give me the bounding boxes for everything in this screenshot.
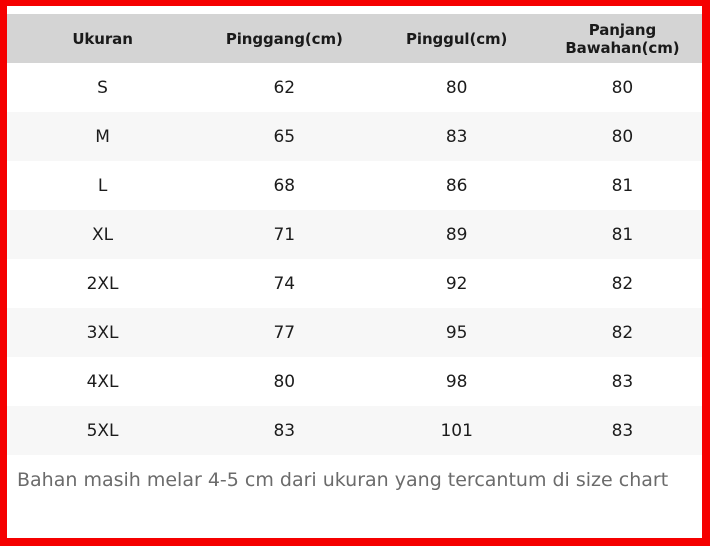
cell-size: 5XL	[86, 420, 119, 441]
column-header-pinggul: Pinggul(cm)	[406, 29, 508, 48]
cell-size: M	[95, 126, 110, 147]
table-row: 2XL 74 92 82	[7, 259, 702, 308]
cell-panjang: 81	[611, 175, 634, 196]
table-body: S 62 80 80 M 65 83 80 L 68 86 81 XL 71 8…	[7, 63, 702, 455]
cell-pinggang: 77	[273, 322, 296, 343]
cell-panjang: 83	[611, 371, 634, 392]
size-chart-note: Bahan masih melar 4-5 cm dari ukuran yan…	[7, 455, 702, 493]
column-header-pinggang: Pinggang(cm)	[225, 29, 343, 48]
table-header-row: Ukuran Pinggang(cm) Pinggul(cm) Panjang …	[7, 14, 702, 63]
cell-size: 4XL	[86, 371, 119, 392]
table-row: XL 71 89 81	[7, 210, 702, 259]
table-row: L 68 86 81	[7, 161, 702, 210]
cell-pinggang: 71	[273, 224, 296, 245]
cell-pinggang: 65	[273, 126, 296, 147]
cell-pinggul: 92	[445, 273, 468, 294]
table-row: S 62 80 80	[7, 63, 702, 112]
table-head: Ukuran Pinggang(cm) Pinggul(cm) Panjang …	[7, 14, 702, 63]
cell-pinggang: 83	[273, 420, 296, 441]
table-row: 5XL 83 101 83	[7, 406, 702, 455]
column-header-panjang-bawahan: Panjang Bawahan(cm)	[565, 20, 680, 57]
cell-panjang: 82	[611, 322, 634, 343]
cell-panjang: 80	[611, 126, 634, 147]
header-gutter	[7, 6, 702, 14]
cell-size: 2XL	[86, 273, 119, 294]
cell-pinggang: 62	[273, 77, 296, 98]
cell-pinggul: 101	[440, 420, 473, 441]
cell-panjang: 82	[611, 273, 634, 294]
cell-size: XL	[92, 224, 114, 245]
cell-pinggul: 83	[445, 126, 468, 147]
table-row: M 65 83 80	[7, 112, 702, 161]
cell-pinggul: 86	[445, 175, 468, 196]
size-chart-table: Ukuran Pinggang(cm) Pinggul(cm) Panjang …	[7, 14, 702, 455]
cell-pinggul: 80	[445, 77, 468, 98]
cell-size: L	[97, 175, 108, 196]
cell-panjang: 83	[611, 420, 634, 441]
cell-panjang: 80	[611, 77, 634, 98]
cell-size: 3XL	[86, 322, 119, 343]
cell-pinggang: 68	[273, 175, 296, 196]
cell-size: S	[97, 77, 108, 98]
table-row: 4XL 80 98 83	[7, 357, 702, 406]
cell-pinggul: 98	[445, 371, 468, 392]
cell-panjang: 81	[611, 224, 634, 245]
cell-pinggang: 74	[273, 273, 296, 294]
column-header-ukuran: Ukuran	[72, 29, 133, 48]
cell-pinggul: 95	[445, 322, 468, 343]
cell-pinggang: 80	[273, 371, 296, 392]
table-row: 3XL 77 95 82	[7, 308, 702, 357]
cell-pinggul: 89	[445, 224, 468, 245]
